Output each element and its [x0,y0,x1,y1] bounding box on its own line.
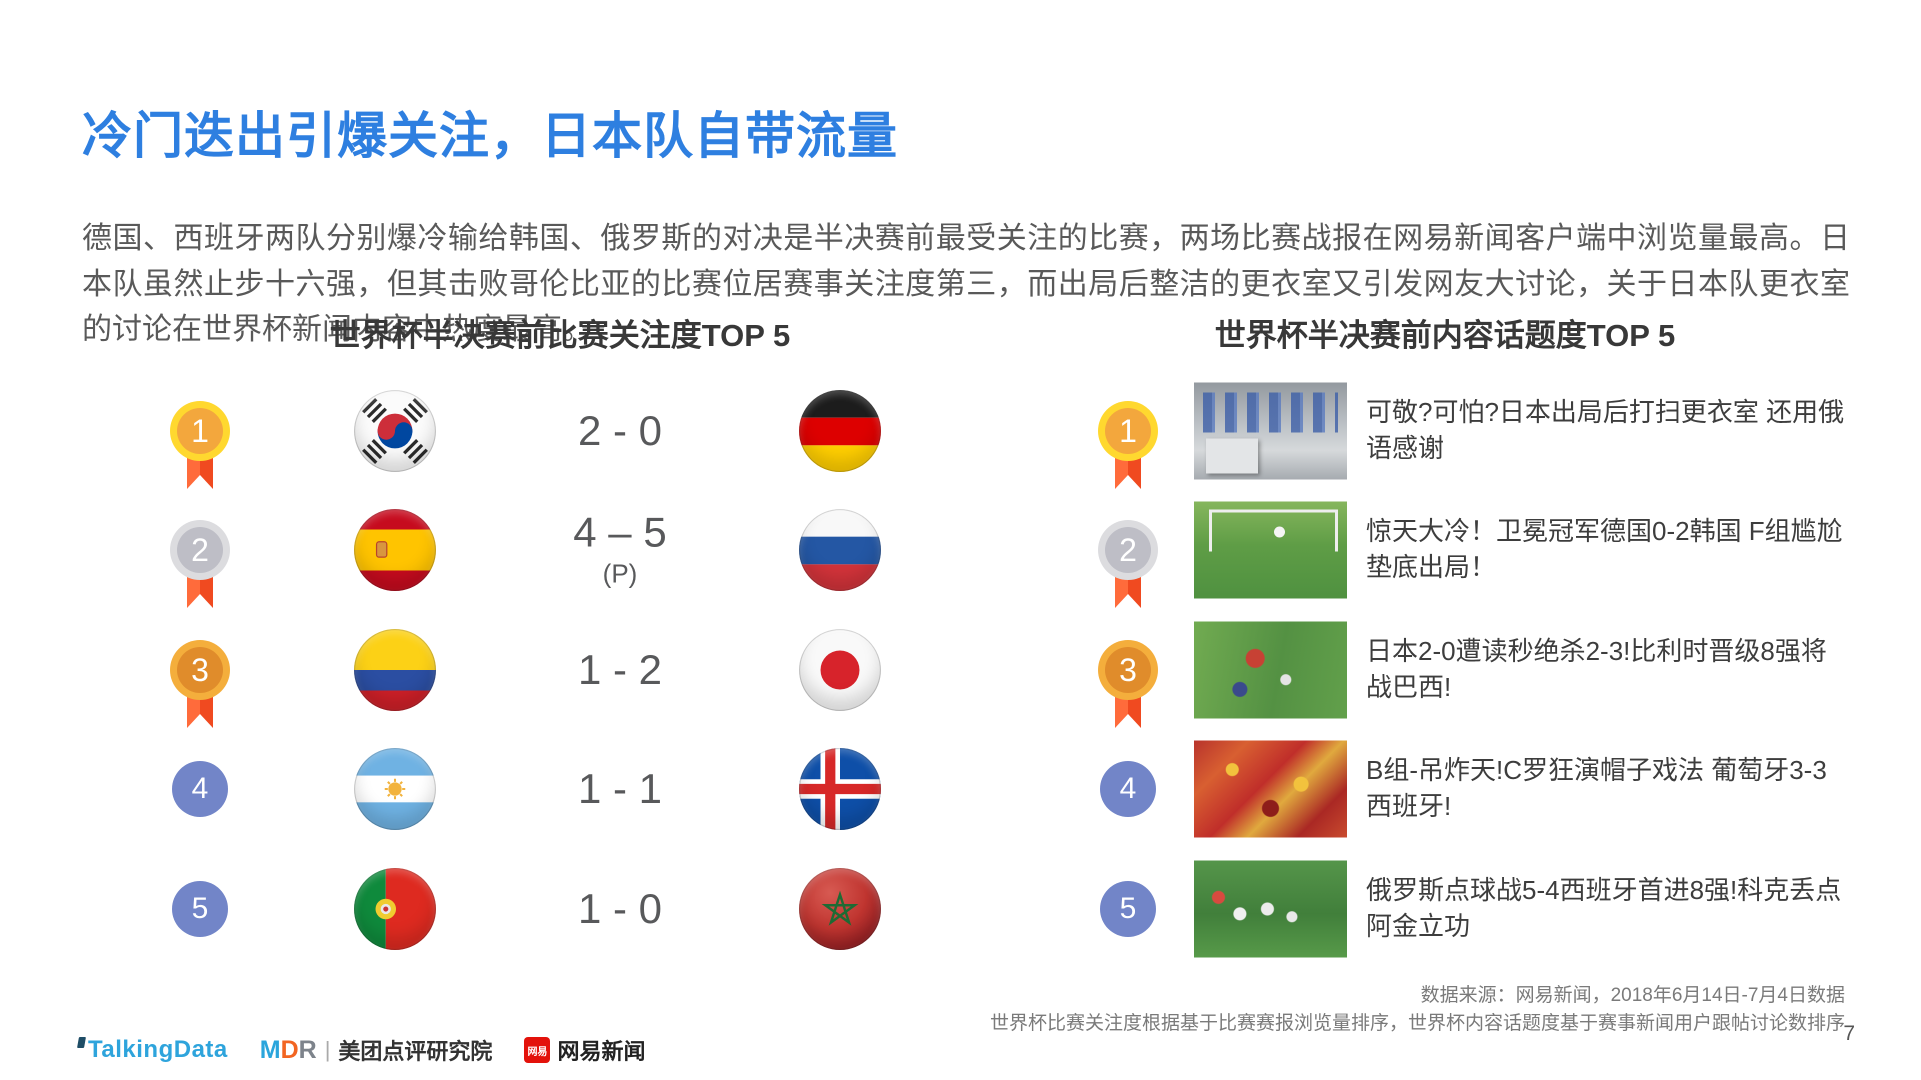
news-thumbnail-japan-belgium [1194,621,1347,719]
news-headline: 可敬?可怕?日本出局后打扫更衣室 还用俄语感谢 [1366,397,1845,463]
talkingdata-logo: TalkingData [77,1036,228,1064]
news-item: 2 惊天大冷！卫冕冠军德国0-2韩国 F组尴尬垫底出局！ [0,494,1921,608]
rank-badge: 4 [172,761,228,817]
page-title: 冷门迭出引爆关注，日本队自带流量 [82,107,898,164]
match-score: 2 - 0 [577,406,663,454]
mdr-meituan-logo: MDR | 美团点评研究院 [260,1034,493,1066]
match-score: 1 - 2 [577,645,663,693]
svg-text:1: 1 [191,413,209,449]
meituan-logo-text: 美团点评研究院 [338,1039,493,1064]
match-row: 5 1 - 0 [0,853,1921,965]
news-item: 5 俄罗斯点球战5-4西班牙首进8强!科克丢点阿金立功 [0,853,1921,965]
match-row: 2 4 – 5 (P) [0,494,1921,608]
talkingdata-tick-icon [77,1037,86,1048]
rank-medal-silver-icon: 2 [166,518,234,618]
netease-news-logo: 网易 网易新闻 [524,1034,645,1066]
news-headline: B组-吊炸天!C罗狂演帽子戏法 葡萄牙3-3西班牙! [1366,755,1827,821]
data-source-line1: 数据来源：网易新闻，2018年6月14日-7月4日数据 [1420,985,1845,1006]
flag-colombia-icon [354,629,436,711]
netease-logo-text: 网易新闻 [557,1039,646,1064]
penalty-note: (P) [602,558,638,589]
news-thumbnail-locker-room [1194,382,1347,480]
rank-medal-bronze-icon: 3 [1094,638,1162,738]
intro-paragraph: 德国、西班牙两队分别爆冷输给韩国、俄罗斯的对决是半决赛前最受关注的比赛，两场比赛… [82,222,1850,347]
news-headline: 惊天大冷！卫冕冠军德国0-2韩国 F组尴尬垫底出局！ [1366,516,1843,582]
svg-text:2: 2 [191,532,209,568]
svg-text:3: 3 [1119,652,1137,688]
news-headline: 俄罗斯点球战5-4西班牙首进8强!科克丢点阿金立功 [1366,875,1842,941]
footer-logos: TalkingData MDR | 美团点评研究院 网易 网易新闻 [77,1034,645,1066]
data-source-line2: 世界杯比赛关注度根据基于比赛赛报浏览量排序，世界杯内容话题度基于赛事新闻用户跟帖… [989,1012,1845,1034]
match-row: 3 1 - 2 [0,614,1921,728]
news-thumbnail-spain-fans [1194,740,1347,838]
flag-japan-icon [799,629,881,711]
flag-iceland-icon [799,748,881,830]
flag-morocco-icon [799,868,881,950]
match-row: 1 2 - 0 [0,375,1921,489]
rank-medal-silver-icon: 2 [1094,518,1162,618]
rank-badge: 5 [1100,881,1156,937]
news-item: 3 日本2-0遭读秒绝杀2-3!比利时晋级8强将战巴西! [0,614,1921,728]
rank-badge: 4 [1100,761,1156,817]
flag-argentina-icon [354,748,436,830]
flag-spain-icon [354,509,436,591]
talkingdata-logo-text: TalkingData [88,1036,228,1063]
news-thumbnail-russia-celebration [1194,860,1347,958]
rank-medal-gold-icon: 1 [166,399,234,499]
right-section-heading: 世界杯半决赛前内容话题度TOP 5 [1214,318,1676,353]
flag-south-korea-icon [354,390,436,472]
match-row: 4 1 - 1 [0,733,1921,845]
news-thumbnail-goal-save [1194,501,1347,599]
flag-russia-icon [799,509,881,591]
match-score: 1 - 0 [577,884,663,932]
news-item: 1 可敬?可怕?日本出局后打扫更衣室 还用俄语感谢 [0,375,1921,489]
netease-badge-icon: 网易 [524,1037,551,1063]
flag-germany-icon [799,390,881,472]
logo-divider: | [324,1037,331,1062]
svg-text:3: 3 [191,652,209,688]
data-source-note: 数据来源：网易新闻，2018年6月14日-7月4日数据 世界杯比赛关注度根据基于… [990,982,1845,1037]
page-number: 7 [1843,1022,1855,1045]
svg-text:2: 2 [1119,532,1137,568]
svg-text:1: 1 [1119,413,1137,449]
mdr-logo-text: MDR [259,1035,317,1064]
rank-badge: 5 [172,881,228,937]
flag-portugal-icon [354,868,436,950]
match-score: 4 – 5 (P) [520,510,720,589]
news-headline: 日本2-0遭读秒绝杀2-3!比利时晋级8强将战巴西! [1366,636,1827,702]
match-score: 1 - 1 [577,764,663,812]
left-section-heading: 世界杯半决赛前比赛关注度TOP 5 [329,318,791,353]
news-item: 4 B组-吊炸天!C罗狂演帽子戏法 葡萄牙3-3西班牙! [0,733,1921,845]
rank-medal-bronze-icon: 3 [166,638,234,738]
rank-medal-gold-icon: 1 [1094,399,1162,499]
